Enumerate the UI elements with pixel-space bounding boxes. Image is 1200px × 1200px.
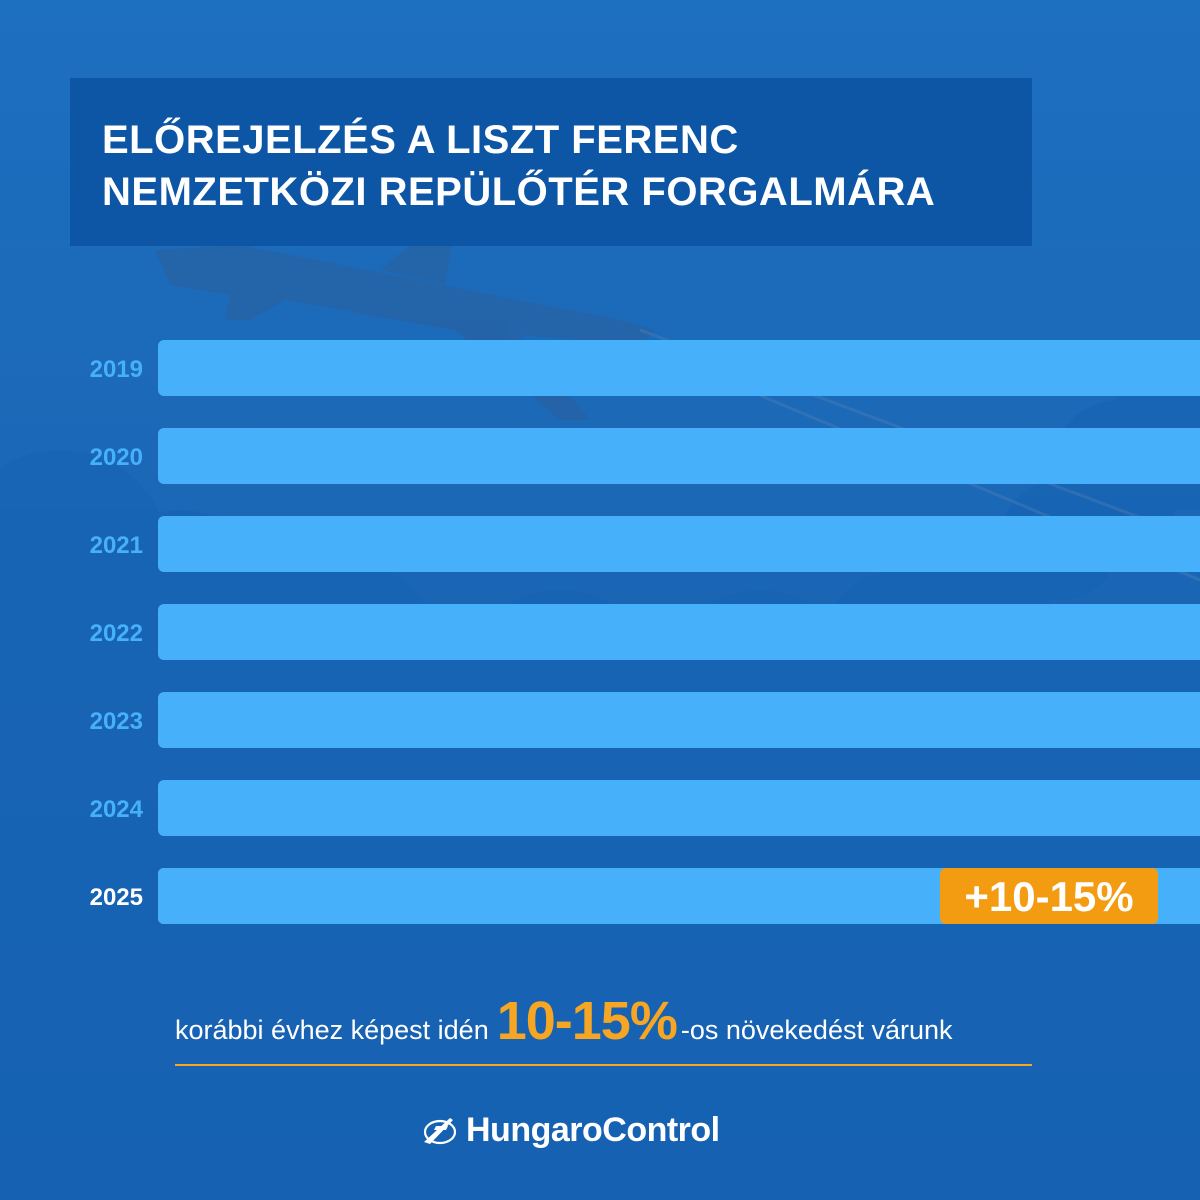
year-label-2020: 2020 <box>90 444 143 471</box>
footer-highlight: 10-15% <box>496 991 678 1051</box>
bar-2025 <box>158 868 1200 924</box>
year-label-2025: 2025 <box>90 884 143 911</box>
bar-2020 <box>158 428 1200 484</box>
title-line-2: NEMZETKÖZI REPÜLŐTÉR FORGALMÁRA <box>102 170 936 214</box>
footer-text-after: -os növekedést várunk <box>680 1015 953 1045</box>
footer-text: korábbi évhez képest idén 10-15% -os növ… <box>175 990 1035 1060</box>
forecast-badge <box>940 868 1158 924</box>
bar-2022 <box>158 604 1200 660</box>
year-label-2024: 2024 <box>90 796 144 823</box>
footer-divider <box>175 1064 1032 1066</box>
brand: HungaroControl <box>420 1105 780 1155</box>
brand-name: HungaroControl <box>466 1110 720 1149</box>
year-label-2019: 2019 <box>90 356 143 383</box>
forecast-badge-label: +10-15% <box>964 873 1133 920</box>
title-line-1: ELŐREJELZÉS A LISZT FERENC <box>102 118 739 162</box>
footer-text-before: korábbi évhez képest idén <box>175 1015 489 1045</box>
bar-2024 <box>158 780 1200 836</box>
bar-2021 <box>158 516 1200 572</box>
title-box: ELŐREJELZÉS A LISZT FERENC NEMZETKÖZI RE… <box>70 78 1032 246</box>
year-label-2021: 2021 <box>90 532 143 559</box>
bar-2023 <box>158 692 1200 748</box>
year-label-2023: 2023 <box>90 708 143 735</box>
bar-2019 <box>158 340 1200 396</box>
hungarocontrol-logo-icon <box>423 1118 457 1145</box>
bar-chart: 2019121 849202047 341202153 904202297 30… <box>90 340 1200 924</box>
year-label-2022: 2022 <box>90 620 143 647</box>
